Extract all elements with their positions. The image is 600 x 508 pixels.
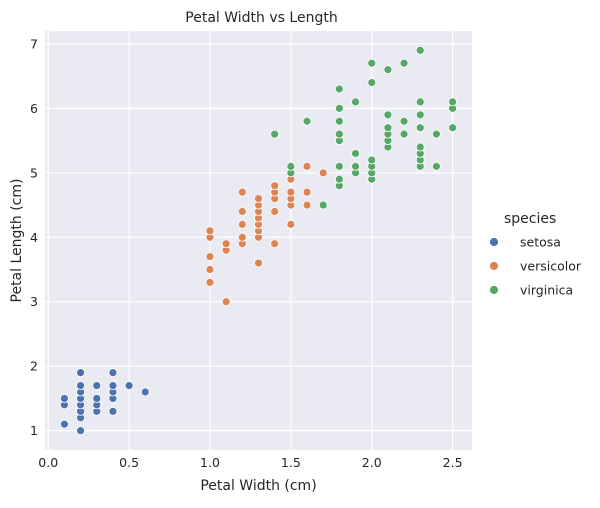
data-point-versicolor: [302, 161, 312, 171]
x-axis-label: Petal Width (cm): [200, 478, 316, 494]
data-point-virginica: [367, 78, 377, 87]
data-point-setosa: [108, 406, 118, 416]
data-point-virginica: [399, 129, 409, 139]
data-point-versicolor: [286, 219, 296, 229]
data-point-versicolor: [205, 252, 215, 262]
data-point-versicolor: [237, 207, 247, 216]
data-point-setosa: [60, 419, 69, 429]
data-point-versicolor: [254, 258, 263, 268]
x-tick-label: 1.5: [281, 455, 301, 470]
data-point-virginica: [367, 58, 377, 68]
legend-marker-setosa: [489, 237, 499, 247]
data-point-versicolor: [205, 277, 215, 287]
data-point-virginica: [383, 123, 393, 133]
data-point-setosa: [60, 394, 69, 403]
data-point-versicolor: [237, 187, 247, 197]
legend-title: species: [504, 211, 556, 227]
data-point-virginica: [415, 97, 425, 107]
y-tick-label: 4: [30, 230, 38, 245]
x-tick-label: 2.5: [443, 455, 463, 470]
y-tick-label: 6: [30, 101, 38, 116]
data-point-setosa: [92, 381, 102, 390]
x-tick-label: 1.0: [200, 455, 220, 470]
legend-items: setosa versicolor virginica: [489, 235, 582, 298]
x-tick-label: 2.0: [362, 455, 382, 470]
y-tick-label: 7: [30, 36, 38, 51]
y-tick-label: 5: [30, 165, 38, 180]
legend: species setosa versicolor virginica: [489, 211, 582, 298]
y-axis-label: Petal Length (cm): [9, 179, 25, 303]
data-point-setosa: [76, 368, 85, 378]
data-point-virginica: [334, 129, 344, 139]
legend-label: virginica: [520, 283, 573, 298]
data-point-virginica: [351, 97, 360, 107]
y-tick-label: 3: [30, 294, 38, 309]
data-point-virginica: [383, 65, 393, 75]
data-point-virginica: [448, 123, 457, 133]
data-point-virginica: [286, 161, 296, 171]
data-point-versicolor: [221, 239, 231, 249]
data-point-versicolor: [302, 200, 312, 210]
x-tick-labels: 0.0 0.5 1.0 1.5 2.0 2.5: [38, 455, 462, 470]
data-point-virginica: [448, 97, 457, 107]
data-point-virginica: [367, 155, 377, 165]
legend-marker-versicolor: [489, 261, 499, 271]
data-points: [60, 45, 457, 436]
legend-marker-virginica: [489, 285, 499, 295]
data-point-versicolor: [286, 187, 296, 197]
data-point-versicolor: [270, 207, 280, 216]
x-tick-label: 0.5: [119, 455, 139, 470]
data-point-virginica: [351, 161, 360, 171]
data-point-setosa: [124, 381, 134, 390]
chart-title: Petal Width vs Length: [185, 10, 337, 26]
data-point-versicolor: [237, 219, 247, 229]
data-point-setosa: [92, 394, 102, 403]
data-point-virginica: [383, 110, 393, 120]
data-point-virginica: [415, 110, 425, 120]
data-point-virginica: [415, 123, 425, 133]
y-tick-label: 1: [30, 423, 38, 438]
data-point-virginica: [399, 116, 409, 126]
data-point-versicolor: [237, 232, 247, 242]
data-point-setosa: [76, 426, 85, 436]
data-point-virginica: [415, 45, 425, 55]
data-point-versicolor: [270, 181, 280, 191]
data-point-virginica: [334, 84, 344, 94]
data-point-versicolor: [254, 194, 263, 204]
data-point-virginica: [334, 161, 344, 171]
x-tick-label: 0.0: [38, 455, 58, 470]
data-point-virginica: [432, 129, 441, 139]
data-point-virginica: [334, 174, 344, 184]
data-point-setosa: [108, 381, 118, 390]
data-point-virginica: [415, 142, 425, 152]
data-point-setosa: [76, 381, 85, 390]
data-point-versicolor: [205, 226, 215, 236]
data-point-virginica: [318, 200, 328, 210]
data-point-versicolor: [221, 297, 231, 307]
data-point-virginica: [334, 103, 344, 113]
data-point-versicolor: [270, 239, 280, 249]
legend-label: setosa: [520, 235, 561, 250]
legend-label: versicolor: [520, 259, 582, 274]
data-point-virginica: [270, 129, 280, 139]
data-point-virginica: [351, 149, 360, 158]
data-point-setosa: [108, 368, 118, 378]
data-point-versicolor: [302, 187, 312, 197]
data-point-virginica: [432, 161, 441, 171]
y-tick-label: 2: [30, 359, 38, 374]
data-point-virginica: [302, 116, 312, 126]
data-point-virginica: [399, 58, 409, 68]
data-point-versicolor: [205, 265, 215, 274]
data-point-versicolor: [318, 168, 328, 178]
data-point-setosa: [140, 387, 150, 397]
data-point-virginica: [334, 116, 344, 126]
y-tick-labels: 1 2 3 4 5 6 7: [30, 36, 38, 438]
